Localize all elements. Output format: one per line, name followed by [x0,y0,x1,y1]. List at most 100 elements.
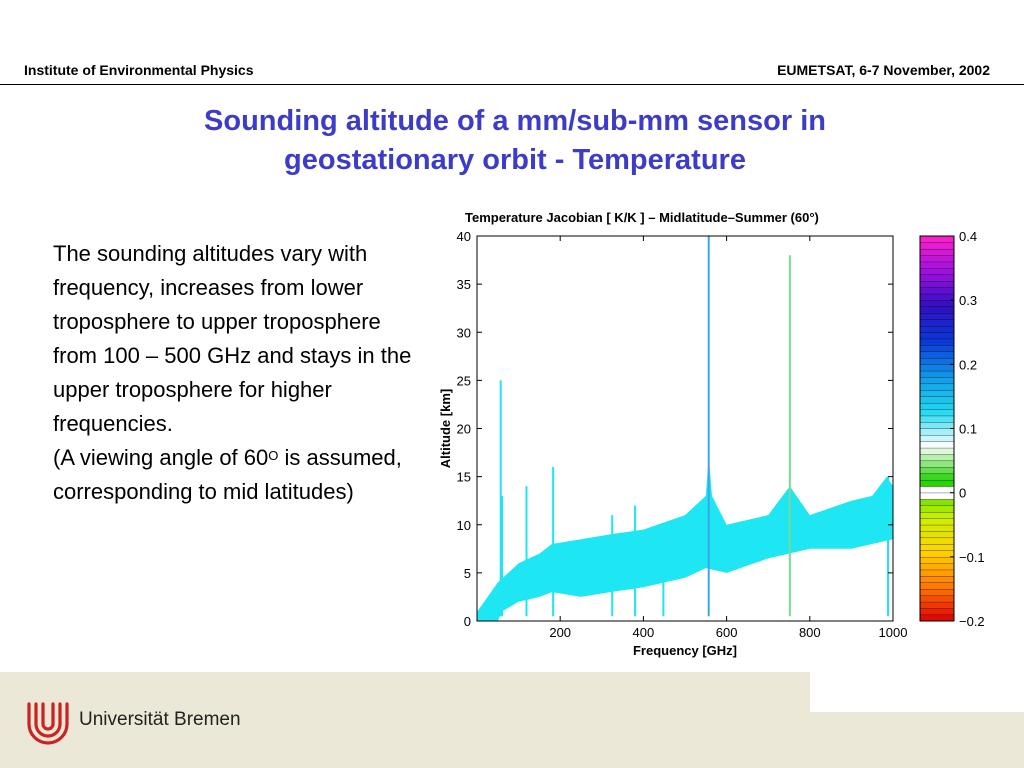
colorbar-segment [919,255,955,263]
colorbar-segment [919,377,955,385]
colorbar-segment [919,293,955,301]
colorbar-segment [919,524,955,532]
colorbar-segment [919,505,955,513]
x-axis-label: Frequency [GHz] [633,643,737,658]
colorbar-tick-label: 0.2 [959,357,977,372]
colorbar: 0.4 0.3 0.2 0.1 0 −0.1 −0.2 [919,229,985,629]
y-tick-label: 40 [457,229,471,244]
footer-notch [810,672,1024,712]
colorbar-segment [919,441,955,449]
y-tick-label: 35 [457,277,471,292]
colorbar-segment [919,248,955,256]
colorbar-segment [919,601,955,609]
colorbar-segment [919,261,955,269]
colorbar-segment [919,325,955,333]
y-tick-label: 25 [457,373,471,388]
y-tick-label: 30 [457,325,471,340]
body-text: The sounding altitudes vary with frequen… [53,237,418,509]
x-tick-label: 200 [549,625,571,640]
body-paragraph-1: The sounding altitudes vary with frequen… [53,241,412,436]
y-tick-label: 20 [457,422,471,437]
colorbar-segment [919,396,955,404]
colorbar-segment [919,550,955,558]
logo-arc-inner [41,702,55,731]
colorbar-tick-label: 0 [959,486,966,501]
x-tick-label: 800 [799,625,821,640]
slide-title-line-1: Sounding altitude of a mm/sub-mm sensor … [204,105,826,137]
y-tick-label: 0 [464,614,471,629]
colorbar-segment [919,473,955,481]
colorbar-segment [919,267,955,275]
colorbar-segment [919,614,955,622]
header-event: EUMETSAT, 6-7 November, 2002 [777,62,990,78]
colorbar-segment [919,569,955,577]
colorbar-segment [919,357,955,365]
colorbar-segment [919,300,955,308]
university-name: Universität Bremen [79,709,241,730]
colorbar-segment [919,479,955,487]
y-tick-label: 10 [457,518,471,533]
colorbar-segment [919,460,955,468]
colorbar-segment [919,498,955,506]
body-paragraph-2-start: (A viewing angle of 60 [53,445,269,470]
colorbar-segment [919,312,955,320]
x-tick-label: 600 [716,625,738,640]
colorbar-segment [919,338,955,346]
y-tick-label: 15 [457,470,471,485]
x-tick-label: 1000 [879,625,908,640]
colorbar-segment [919,242,955,250]
colorbar-segment [919,531,955,539]
colorbar-segment [919,511,955,519]
colorbar-tick-label: 0.4 [959,229,977,244]
colorbar-segment [919,595,955,603]
colorbar-segment [919,364,955,372]
colorbar-segment [919,447,955,455]
colorbar-tick-label: −0.1 [959,550,985,565]
colorbar-segment [919,537,955,545]
university-logo-icon [27,702,69,745]
colorbar-segment [919,543,955,551]
colorbar-segment [919,563,955,571]
colorbar-segment [919,280,955,288]
colorbar-segment [919,306,955,314]
colorbar-segment [919,492,955,500]
header-divider [0,84,1024,85]
header-institute: Institute of Environmental Physics [24,62,254,78]
colorbar-tick-label: 0.1 [959,422,977,437]
plot-area: 200 400 600 800 1000 0 5 10 15 20 25 30 35 40 [457,229,908,640]
jacobian-chart: Temperature Jacobian [ K/K ] – Midlatitu… [438,210,985,658]
colorbar-segment [919,582,955,590]
colorbar-segment [919,332,955,340]
colorbar-segment [919,344,955,352]
colorbar-segment [919,383,955,391]
colorbar-segment [919,486,955,494]
colorbar-segment [919,319,955,327]
x-tick-label: 400 [633,625,655,640]
colorbar-segment [919,556,955,564]
degree-superscript: O [268,448,279,463]
logo-arc-outer [27,702,69,745]
colorbar-segment [919,409,955,417]
logo-arc-middle [34,702,62,738]
body-paragraph-2: (A viewing angle of 60O is assumed, corr… [53,441,418,509]
colorbar-segment [919,608,955,616]
colorbar-segment [919,351,955,359]
colorbar-segment [919,370,955,378]
colorbar-segment [919,235,955,243]
colorbar-segment [919,428,955,436]
colorbar-segment [919,434,955,442]
colorbar-segment [919,588,955,596]
colorbar-segment [919,389,955,397]
colorbar-segment [919,402,955,410]
y-axis-label: Altitude [km] [438,389,453,468]
colorbar-segment [919,274,955,282]
colorbar-segment [919,575,955,583]
colorbar-segment [919,466,955,474]
colorbar-segment [919,421,955,429]
colorbar-segment [919,518,955,526]
y-tick-label: 5 [464,566,471,581]
colorbar-segment [919,415,955,423]
colorbar-tick-label: −0.2 [959,614,985,629]
colorbar-segment [919,287,955,295]
colorbar-tick-label: 0.3 [959,293,977,308]
